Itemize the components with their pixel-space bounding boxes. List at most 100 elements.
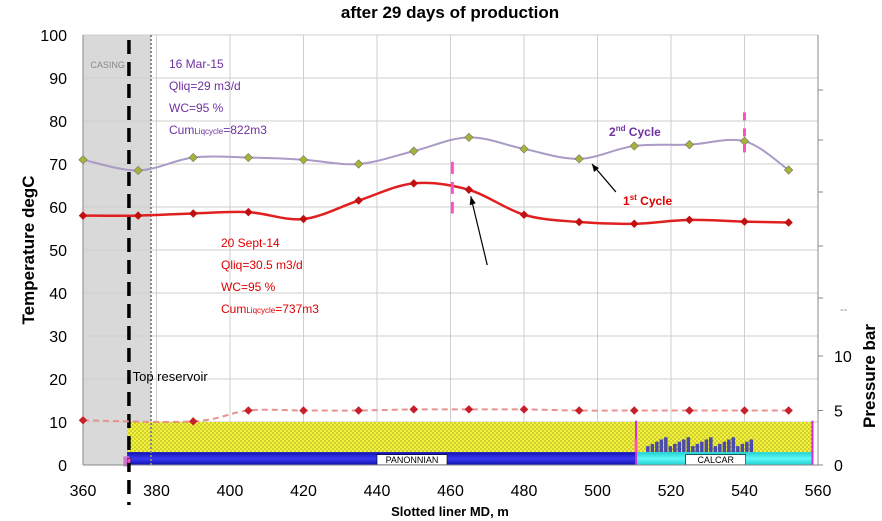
calcar-log-bar bbox=[682, 439, 686, 453]
y-tick-label: 0 bbox=[58, 458, 67, 475]
cycle2-point bbox=[298, 155, 309, 165]
pressure-point bbox=[519, 405, 529, 414]
cycle2-point bbox=[784, 165, 794, 175]
x-tick-label: 460 bbox=[437, 483, 464, 500]
cycle2-point bbox=[133, 165, 143, 176]
cycle2-point bbox=[519, 144, 529, 154]
cycle2-point bbox=[629, 141, 639, 151]
grid bbox=[82, 34, 819, 466]
cycle2-point bbox=[354, 159, 364, 169]
calcar-log-bar bbox=[713, 446, 718, 453]
x-tick-label: 560 bbox=[805, 483, 832, 500]
pressure-point bbox=[464, 405, 474, 414]
y-tick-label: 40 bbox=[49, 286, 67, 303]
series-1 bbox=[78, 132, 794, 176]
y-tick-label: 60 bbox=[49, 200, 67, 217]
calcar-log-bar bbox=[659, 439, 664, 453]
calcar-log-bar bbox=[691, 446, 695, 453]
casing-label: CASING bbox=[90, 60, 125, 70]
x-tick-label: 500 bbox=[584, 483, 611, 500]
pressure-point bbox=[685, 406, 694, 415]
cycle2-point bbox=[464, 132, 474, 142]
y-tick-label: 80 bbox=[49, 114, 67, 131]
calcar-log-bar bbox=[736, 446, 740, 453]
calcar-log-bar bbox=[668, 446, 673, 453]
cycle1-info-line: WC=95 % bbox=[221, 280, 276, 294]
x-tick-label: 480 bbox=[511, 483, 538, 500]
cycle2-point bbox=[574, 154, 584, 164]
calcar-log-bar bbox=[664, 437, 668, 453]
calcar-log-bar bbox=[650, 443, 655, 453]
cycle1-point bbox=[574, 217, 584, 227]
y-tick-label: 10 bbox=[49, 415, 67, 432]
chart-title: after 29 days of production bbox=[341, 3, 559, 22]
calcar-log-bar bbox=[655, 441, 659, 453]
calcar-log-bar bbox=[709, 437, 713, 453]
cycle2-point bbox=[78, 155, 88, 165]
calcar-log-bar bbox=[718, 443, 722, 453]
cycle1-point bbox=[519, 210, 529, 219]
series-3 bbox=[78, 405, 793, 426]
calcar-log-bar bbox=[731, 437, 736, 453]
cycle2-info-line: Qliq=29 m3/d bbox=[169, 79, 241, 93]
cycle1-point bbox=[244, 207, 253, 217]
pressure-line bbox=[82, 408, 789, 423]
cycle1-point bbox=[409, 179, 418, 188]
annotations: Top reservoir 2nd Cycle 1st Cycle 16 Mar-15… bbox=[127, 57, 746, 463]
pressure-point bbox=[740, 406, 749, 415]
y2-axis-title: Pressure bar bbox=[860, 324, 879, 428]
x-tick-label: 420 bbox=[290, 483, 317, 500]
arrowhead-cycle2 bbox=[591, 164, 599, 172]
cycle2-info-cum: CumLiqcycle=822m3 bbox=[169, 123, 267, 137]
calcar-label: CALCAR bbox=[697, 455, 734, 465]
cycle1-point bbox=[299, 214, 308, 224]
reservoir-sand bbox=[127, 422, 637, 453]
calcar-log-bar bbox=[704, 439, 709, 453]
cycle2-point bbox=[243, 152, 253, 163]
calcar-log-bar bbox=[727, 439, 731, 453]
y2-tick-label: 10 bbox=[834, 349, 852, 366]
calcar-label-group: CALCAR bbox=[685, 454, 747, 465]
cycle1-point bbox=[354, 196, 363, 205]
pressure-point bbox=[630, 406, 639, 415]
pressure-point bbox=[189, 417, 198, 426]
cycle1-point bbox=[784, 218, 793, 227]
cycle2-point bbox=[739, 136, 750, 146]
cycle1-point bbox=[189, 209, 198, 218]
calcar-log-bar bbox=[673, 443, 677, 453]
y-tick-label: 70 bbox=[49, 157, 67, 174]
cycle1-point bbox=[740, 217, 749, 226]
cycle1-point bbox=[630, 219, 639, 229]
x-tick-label: 360 bbox=[70, 483, 97, 500]
x-tick-label: 380 bbox=[143, 483, 170, 500]
cycle2-line bbox=[82, 136, 790, 172]
cycle1-info-line: Qliq=30.5 m3/d bbox=[221, 258, 303, 272]
cycle1-point bbox=[464, 185, 474, 195]
y-tick-label: 100 bbox=[40, 28, 67, 45]
cycle1-label: 1st Cycle bbox=[623, 193, 672, 208]
y-tick-label: 30 bbox=[49, 329, 67, 346]
cycle2-info-line: WC=95 % bbox=[169, 101, 224, 115]
reservoir-strip: PANONNIAN CALCAR bbox=[123, 420, 814, 467]
calcar-log-bar bbox=[745, 441, 749, 453]
x-tick-label: 520 bbox=[658, 483, 685, 500]
x-axis-title: Slotted liner MD, m bbox=[391, 504, 509, 519]
cycle2-point bbox=[409, 146, 419, 156]
top-reservoir-label: Top reservoir bbox=[133, 369, 209, 384]
pressure-point bbox=[244, 406, 253, 415]
calcar-log-bar bbox=[700, 441, 704, 453]
pressure-point bbox=[354, 406, 363, 415]
cycle1-line bbox=[82, 181, 789, 226]
y2-tick-label: 5 bbox=[834, 404, 843, 421]
y-tick-label: 90 bbox=[49, 71, 67, 88]
panonnian-label-group: PANONNIAN bbox=[376, 454, 448, 465]
y2-extra-label: -- bbox=[840, 304, 848, 316]
cycle1-point bbox=[685, 215, 694, 225]
cycle1-point bbox=[133, 211, 143, 220]
cycle2-label: 2nd Cycle bbox=[609, 124, 661, 139]
calcar-log-bar bbox=[677, 441, 682, 453]
pressure-point bbox=[574, 406, 584, 415]
calcar-log-bar bbox=[740, 443, 745, 453]
pressure-point bbox=[409, 405, 418, 414]
